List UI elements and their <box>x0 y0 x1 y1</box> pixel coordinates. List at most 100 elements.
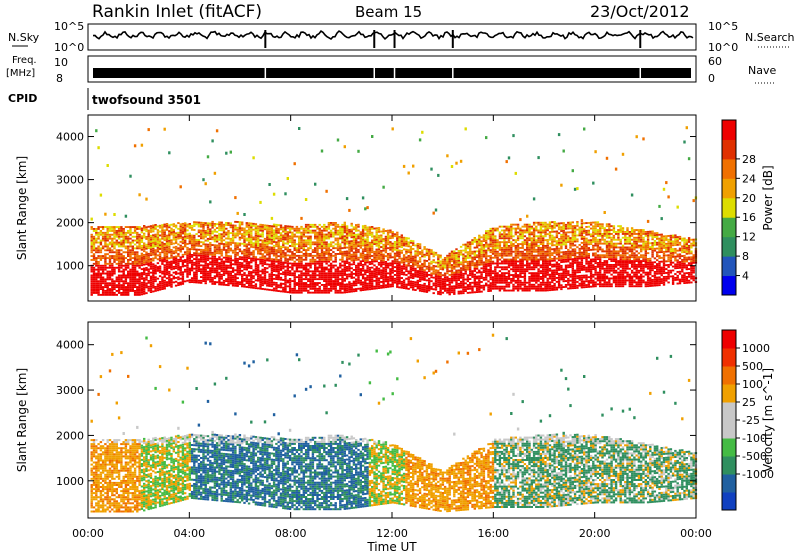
echo-cell <box>402 271 406 274</box>
echo-cell <box>156 246 160 249</box>
freq-frame <box>87 55 697 83</box>
echo-cell <box>526 227 529 230</box>
echo-cell <box>174 255 178 258</box>
echo-cell <box>523 289 527 292</box>
echo-cell <box>293 278 296 281</box>
echo-cell <box>368 232 372 234</box>
echo-cell <box>323 289 326 292</box>
echo-cell <box>95 292 98 294</box>
echo-cell <box>275 254 278 257</box>
echo-cell <box>250 265 253 268</box>
echo-cell <box>361 252 365 255</box>
echo-cell <box>300 237 303 240</box>
echo-cell <box>295 254 299 257</box>
echo-cell <box>507 252 511 255</box>
echo-cell <box>282 263 285 266</box>
echo-cell <box>202 280 205 282</box>
echo-cell <box>418 284 422 286</box>
echo-cell <box>307 274 310 277</box>
echo-cell <box>193 244 196 247</box>
echo-cell <box>318 264 321 267</box>
echo-cell <box>430 276 433 279</box>
echo-cell <box>448 293 451 296</box>
echo-cell <box>402 267 406 270</box>
echo-cell <box>243 243 246 245</box>
echo-cell <box>111 264 114 267</box>
echo-cell <box>437 263 440 266</box>
echo-cell <box>441 268 445 271</box>
echo-cell <box>405 241 408 243</box>
echo-cell <box>117 288 121 290</box>
echo-cell <box>473 273 476 276</box>
echo-cell <box>193 277 196 280</box>
echo-cell <box>117 280 121 283</box>
echo-cell <box>202 231 205 234</box>
echo-cell <box>327 251 331 253</box>
echo-cell <box>510 243 513 245</box>
echo-cell <box>106 284 109 287</box>
echo-cell <box>252 257 255 260</box>
echo-cell <box>250 261 253 264</box>
echo-cell <box>514 279 517 282</box>
echo-cell <box>131 241 134 244</box>
echo-cell <box>503 266 506 269</box>
echo-cell <box>423 248 426 250</box>
echo-cell <box>181 246 185 248</box>
echo-cell <box>500 262 504 265</box>
echo-cell <box>122 270 125 273</box>
echo-cell <box>206 247 210 250</box>
echo-cell <box>288 241 292 243</box>
echo-cell <box>371 241 374 244</box>
echo-cell <box>359 264 362 267</box>
echo-cell <box>325 276 328 279</box>
echo-cell <box>302 264 305 267</box>
echo-cell <box>172 223 175 226</box>
echo-cell <box>129 280 132 283</box>
echo-cell <box>90 245 93 248</box>
echo-cell <box>414 283 417 286</box>
echo-cell <box>136 270 139 273</box>
echo-cell <box>200 264 203 267</box>
echo-cell <box>345 252 349 255</box>
echo-cell <box>432 268 435 271</box>
scatter-cell <box>286 177 289 180</box>
echo-cell <box>327 225 331 228</box>
echo-cell <box>320 249 324 251</box>
echo-cell <box>316 287 319 290</box>
echo-cell <box>241 237 244 239</box>
echo-cell <box>473 275 476 278</box>
echo-cell <box>245 225 248 228</box>
echo-cell <box>209 271 212 273</box>
echo-cell <box>407 280 410 283</box>
echo-cell <box>386 278 390 281</box>
echo-cell <box>496 227 499 230</box>
echo-cell <box>184 226 187 228</box>
echo-cell <box>528 225 531 228</box>
echo-cell <box>108 272 112 275</box>
echo-cell <box>377 287 381 289</box>
echo-cell <box>275 249 278 251</box>
echo-cell <box>325 262 328 265</box>
echo-cell <box>133 272 137 275</box>
echo-cell <box>295 262 299 265</box>
echo-cell <box>197 231 201 234</box>
echo-cell <box>314 258 317 261</box>
echo-cell <box>92 255 96 257</box>
echo-cell <box>277 290 280 292</box>
echo-cell <box>213 271 217 274</box>
echo-cell <box>97 290 100 292</box>
echo-cell <box>113 231 116 234</box>
echo-cell <box>92 247 96 250</box>
echo-cell <box>366 228 369 231</box>
echo-cell <box>375 244 378 247</box>
echo-cell <box>282 282 285 285</box>
echo-cell <box>165 257 169 260</box>
echo-cell <box>234 249 237 252</box>
echo-cell <box>147 247 150 249</box>
echo-cell <box>469 249 472 251</box>
echo-cell <box>423 265 426 268</box>
echo-cell <box>494 276 497 278</box>
echo-cell <box>430 260 433 263</box>
echo-cell <box>254 273 258 276</box>
echo-cell <box>386 258 390 261</box>
